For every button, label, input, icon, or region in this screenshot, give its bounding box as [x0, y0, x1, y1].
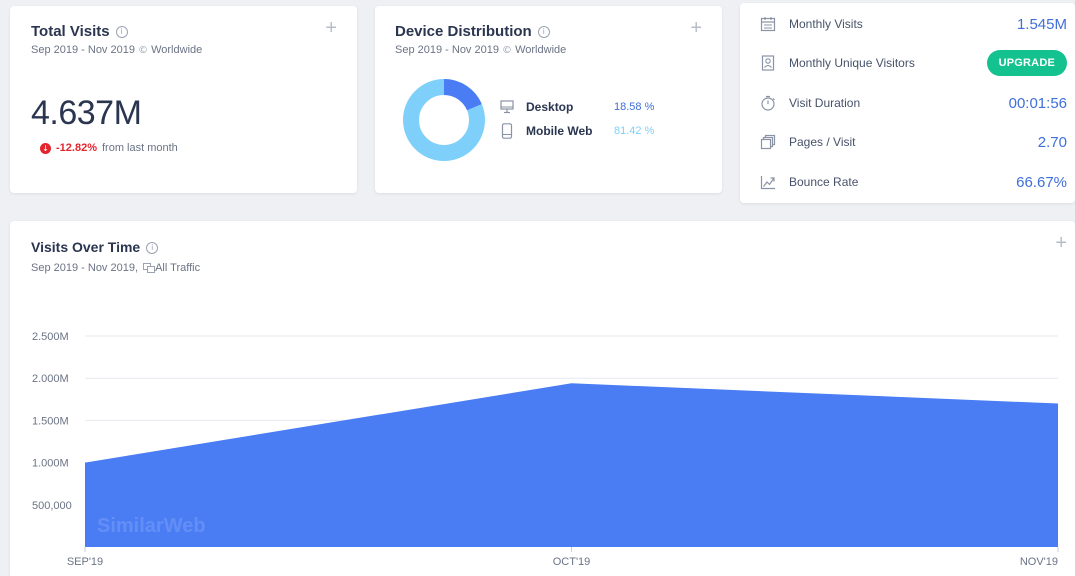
device-value: 18.58 %	[614, 101, 655, 113]
y-tick-label: 500,000	[32, 500, 72, 512]
info-icon[interactable]: i	[115, 26, 128, 39]
calendar-icon	[760, 16, 776, 32]
device-value: 81.42 %	[614, 125, 655, 137]
metric-monthly-visits: Monthly Visits 1.545M	[760, 12, 1067, 36]
x-tick-label: NOV'19	[1020, 556, 1058, 568]
y-tick-label: 2.000M	[32, 373, 69, 385]
similarweb-watermark: SimilarWeb	[97, 515, 206, 537]
stopwatch-icon	[760, 95, 776, 111]
device-row-mobile: Mobile Web 81.42 %	[500, 123, 654, 139]
metric-value: 00:01:56	[1008, 94, 1067, 112]
add-icon[interactable]: +	[325, 17, 337, 39]
metric-value: 2.70	[1037, 133, 1067, 151]
x-tick-label: OCT'19	[553, 556, 591, 568]
donut-chart	[403, 79, 485, 161]
engagement-metrics-card: Monthly Visits 1.545M Monthly Unique Vis…	[740, 3, 1075, 203]
y-tick-label: 1.000M	[32, 458, 69, 470]
pages-icon	[760, 134, 776, 150]
metric-pages-per-visit: Pages / Visit 2.70	[760, 130, 1067, 154]
device-distribution-title: Device Distribution i	[395, 23, 550, 40]
metric-label: Bounce Rate	[789, 175, 859, 189]
globe-icon: ©	[502, 45, 513, 56]
metric-label: Monthly Visits	[789, 17, 863, 31]
total-visits-card: Total Visits i + Sep 2019 - Nov 2019 © Wo…	[10, 6, 357, 193]
mobile-icon	[501, 123, 513, 139]
device-name: Desktop	[526, 100, 574, 114]
change-value: -12.82%	[56, 142, 97, 154]
globe-icon: ©	[138, 45, 149, 56]
donut-slice-desktop	[403, 79, 485, 161]
change-indicator: ↓ -12.82% from last month	[40, 142, 178, 154]
y-tick-label: 2.500M	[32, 331, 69, 343]
metric-bounce-rate: Bounce Rate 66.67%	[760, 170, 1067, 194]
trend-icon	[760, 174, 776, 190]
desktop-icon	[500, 100, 514, 114]
date-range: Sep 2019 - Nov 2019 © Worldwide	[395, 44, 567, 56]
total-visits-title: Total Visits i	[31, 23, 128, 40]
visits-area-chart: SimilarWeb 500,000 1.000M 1.500M 2.000M 2.50…	[32, 331, 1059, 568]
visits-over-time-title: Visits Over Time i	[31, 239, 159, 255]
metric-unique-visitors: Monthly Unique Visitors UPGRADE	[760, 50, 1067, 76]
info-icon[interactable]: i	[537, 26, 550, 39]
x-tick-label: SEP'19	[67, 556, 103, 568]
add-icon[interactable]: +	[1055, 232, 1067, 254]
visits-area-series[interactable]	[85, 383, 1058, 547]
y-tick-label: 1.500M	[32, 415, 69, 427]
metric-label: Visit Duration	[789, 96, 861, 110]
traffic-icon	[143, 263, 156, 274]
upgrade-button[interactable]: UPGRADE	[986, 50, 1067, 76]
metric-label: Pages / Visit	[789, 135, 856, 149]
device-distribution-card: Device Distribution i + Sep 2019 - Nov 20…	[375, 6, 722, 193]
metric-value: 1.545M	[1016, 15, 1067, 33]
date-range: Sep 2019 - Nov 2019 © Worldwide	[31, 44, 203, 56]
visits-over-time-card: Visits Over Time i + Sep 2019 - Nov 2019,…	[10, 221, 1075, 576]
metric-label: Monthly Unique Visitors	[789, 56, 915, 70]
device-row-desktop: Desktop 18.58 %	[500, 100, 654, 114]
info-icon[interactable]: i	[146, 242, 159, 255]
device-name: Mobile Web	[526, 124, 593, 138]
id-card-icon	[760, 55, 776, 71]
metric-visit-duration: Visit Duration 00:01:56	[760, 91, 1067, 115]
total-visits-value: 4.637M	[31, 94, 142, 132]
arrow-down-icon: ↓	[40, 142, 51, 154]
metric-value: 66.67%	[1016, 173, 1067, 191]
add-icon[interactable]: +	[690, 17, 702, 39]
change-suffix: from last month	[101, 142, 178, 154]
date-range: Sep 2019 - Nov 2019, All Traffic	[31, 262, 201, 274]
